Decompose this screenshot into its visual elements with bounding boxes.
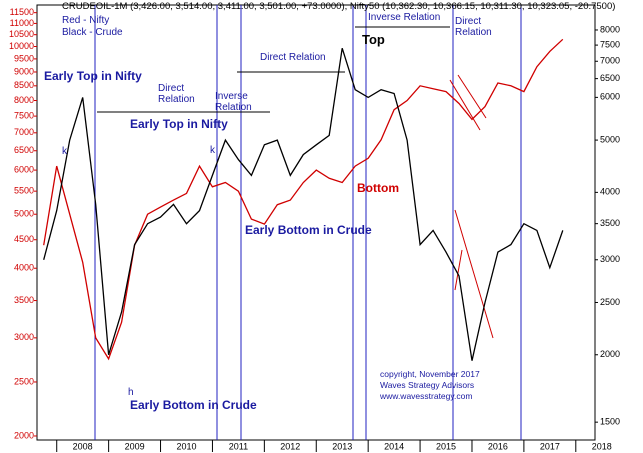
annotation: h — [128, 387, 134, 398]
relation-markers — [94, 5, 522, 440]
x-tick-label: 2018 — [592, 441, 612, 451]
x-tick-label: 2013 — [332, 441, 352, 451]
y-tick-label: 10500 — [9, 29, 34, 39]
annotation: Early Top in Nifty — [44, 69, 142, 83]
y-tick-label: 9000 — [14, 66, 34, 76]
y-tick-label: 6000 — [14, 164, 34, 174]
y-tick-label: 3000 — [14, 332, 34, 342]
y2-tick-label: 5000 — [600, 134, 620, 144]
series-line — [43, 38, 564, 361]
y-tick-label: 8500 — [14, 80, 34, 90]
annotation: k — [210, 145, 215, 156]
annotation: Direct Relation — [455, 16, 492, 38]
y-tick-label: 5000 — [14, 209, 34, 219]
annotation: Early Bottom in Crude — [245, 223, 372, 237]
y-tick-label: 5500 — [14, 186, 34, 196]
y-tick-label: 3500 — [14, 295, 34, 305]
y-tick-label: 2500 — [14, 376, 34, 386]
y-tick-label: 10000 — [9, 41, 34, 51]
y-tick-label: 11500 — [10, 7, 34, 17]
y2-tick-label: 4000 — [600, 187, 620, 197]
annotation: Top — [362, 32, 385, 47]
annotation: k — [62, 146, 67, 157]
y-tick-label: 4000 — [14, 263, 34, 273]
x-tick-label: 2016 — [488, 441, 508, 451]
annotation: Red - Nifty — [62, 15, 110, 26]
annotation: Black - Crude — [62, 27, 123, 38]
y-tick-label: 4500 — [14, 234, 34, 244]
y-tick-label: 8000 — [14, 95, 34, 105]
x-tick-label: 2017 — [540, 441, 560, 451]
annotation: Early Top in Nifty — [130, 117, 228, 131]
y2-tick-label: 7000 — [600, 56, 620, 66]
y2-tick-label: 8000 — [600, 24, 620, 34]
y-tick-label: 6500 — [14, 145, 34, 155]
y-tick-label: 7500 — [14, 110, 34, 120]
y-tick-label: 2000 — [14, 430, 34, 440]
x-tick-label: 2015 — [436, 441, 456, 451]
x-tick-label: 2011 — [229, 441, 248, 451]
y-tick-label: 9500 — [14, 53, 34, 63]
chart-title: CRUDEOIL-1M (3,426.00, 3,514.00, 3,411.0… — [62, 1, 616, 12]
y2-tick-label: 2500 — [600, 297, 620, 307]
trend-lines — [449, 74, 494, 339]
x-tick-label: 2012 — [280, 441, 300, 451]
annotation: Waves Strategy Advisors — [380, 380, 475, 390]
y2-tick-label: 3000 — [600, 254, 620, 264]
y-tick-label: 11000 — [10, 18, 34, 28]
relation-lines — [97, 26, 450, 113]
annotation: Direct Relation — [158, 83, 195, 105]
annotation: copyright, November 2017 — [380, 369, 480, 379]
x-tick-label: 2009 — [125, 441, 145, 451]
y2-tick-label: 6500 — [600, 73, 620, 83]
y2-tick-label: 2000 — [600, 349, 620, 359]
y2-tick-label: 7500 — [600, 39, 620, 49]
series-line — [43, 48, 564, 361]
y2-tick-label: 1500 — [600, 417, 620, 427]
annotation: www.wavesstrategy.com — [380, 391, 473, 401]
annotation: Early Bottom in Crude — [130, 398, 257, 412]
y-tick-label: 7000 — [14, 127, 34, 137]
x-tick-label: 2008 — [73, 441, 93, 451]
y2-tick-label: 3500 — [600, 218, 620, 228]
annotation: Direct Relation — [260, 52, 326, 63]
annotation: Inverse Relation — [368, 12, 441, 23]
annotation: Inverse Relation — [215, 91, 252, 113]
annotation: Bottom — [357, 181, 399, 195]
x-tick-label: 2014 — [384, 441, 404, 451]
x-tick-label: 2010 — [176, 441, 196, 451]
y2-tick-label: 6000 — [600, 92, 620, 102]
